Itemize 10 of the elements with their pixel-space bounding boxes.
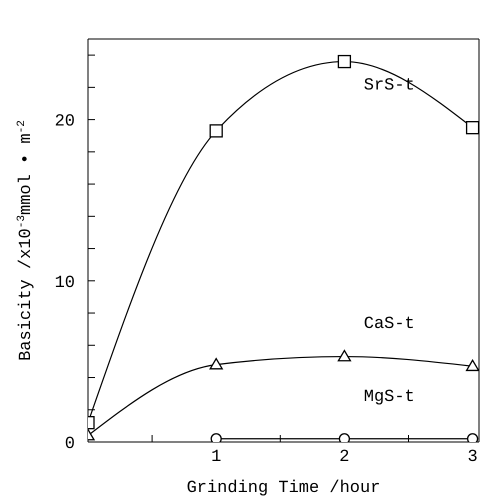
x-tick-label: 1 (211, 448, 222, 468)
y-tick-label: 0 (64, 435, 75, 454)
y-tick-label: 20 (54, 112, 75, 132)
series-label: SrS-t (364, 76, 415, 96)
series-label: CaS-t (364, 315, 415, 334)
x-tick-label: 2 (339, 448, 350, 468)
x-tick-label: 3 (467, 448, 478, 468)
x-axis-title: Grinding Time /hour (186, 479, 380, 498)
series-label: MgS-t (364, 388, 415, 407)
y-tick-label: 10 (54, 274, 75, 293)
